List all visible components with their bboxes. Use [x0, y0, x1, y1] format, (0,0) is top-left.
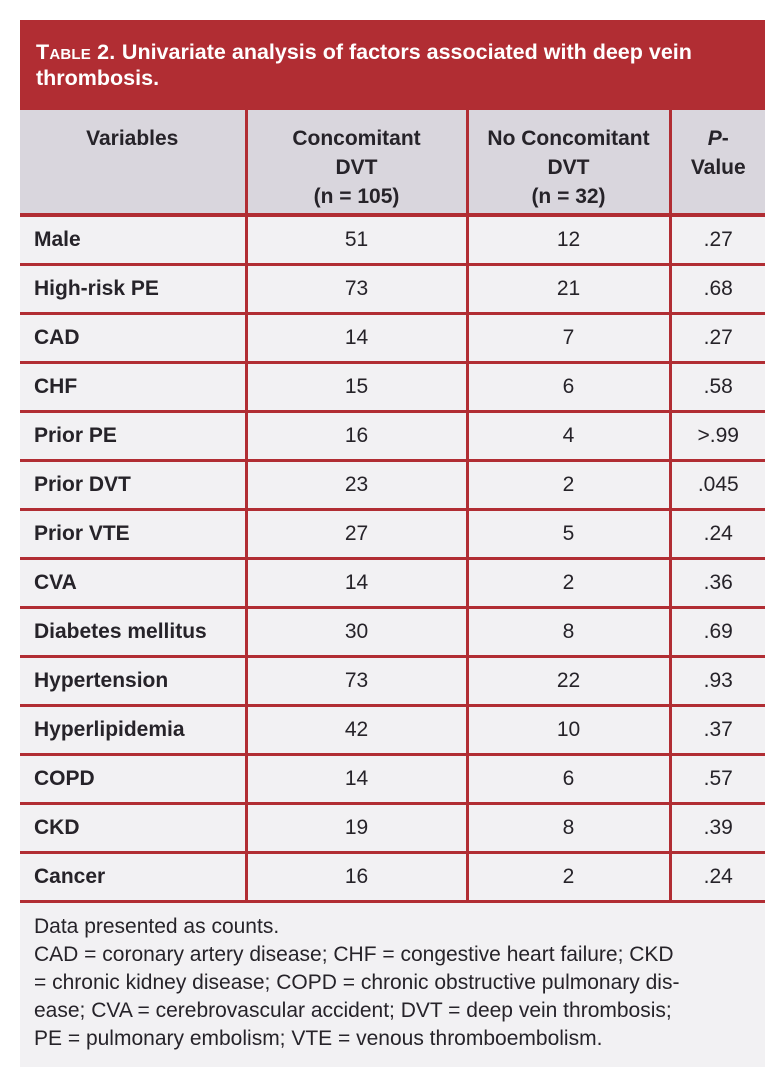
row-p-value: >.99	[668, 410, 765, 461]
row-concomitant-count: 15	[244, 361, 467, 412]
row-variable: High-risk PE	[20, 263, 246, 314]
row-concomitant-count: 14	[244, 753, 467, 804]
row-concomitant-count: 51	[244, 213, 467, 265]
table-row: Diabetes mellitus 30 8 .69	[20, 606, 765, 657]
row-no-concomitant-count: 7	[465, 312, 670, 363]
row-no-concomitant-count: 2	[465, 851, 670, 903]
table-row: Prior DVT 23 2 .045	[20, 459, 765, 510]
footnote-line: PE = pulmonary embolism; VTE = venous th…	[34, 1027, 603, 1050]
row-concomitant-count: 14	[244, 312, 467, 363]
row-variable: Prior PE	[20, 410, 246, 461]
row-variable: Male	[20, 213, 246, 265]
row-no-concomitant-count: 6	[465, 753, 670, 804]
row-variable: CVA	[20, 557, 246, 608]
table-row: Male 51 12 .27	[20, 213, 765, 265]
table-row: Hyperlipidemia 42 10 .37	[20, 704, 765, 755]
row-concomitant-count: 23	[244, 459, 467, 510]
row-no-concomitant-count: 2	[465, 557, 670, 608]
row-no-concomitant-count: 4	[465, 410, 670, 461]
row-no-concomitant-count: 12	[465, 213, 670, 265]
row-variable: Cancer	[20, 851, 246, 903]
footnote-line: CAD = coronary artery disease; CHF = con…	[34, 943, 674, 966]
header-no-concomitant-dvt: No Concomitant DVT (n = 32)	[465, 110, 670, 217]
table-header: Variables Concomitant DVT (n = 105) No C…	[20, 110, 765, 217]
row-no-concomitant-count: 6	[465, 361, 670, 412]
header-concomitant-dvt: Concomitant DVT (n = 105)	[244, 110, 467, 217]
table-row: High-risk PE 73 21 .68	[20, 263, 765, 314]
table-footnotes: Data presented as counts. CAD = coronary…	[20, 903, 765, 1067]
row-concomitant-count: 73	[244, 263, 467, 314]
row-variable: COPD	[20, 753, 246, 804]
row-p-value: .045	[668, 459, 765, 510]
row-no-concomitant-count: 2	[465, 459, 670, 510]
row-variable: CAD	[20, 312, 246, 363]
row-variable: Hypertension	[20, 655, 246, 706]
row-p-value: .37	[668, 704, 765, 755]
header-p-value: P- Value	[668, 110, 765, 217]
table-row: CAD 14 7 .27	[20, 312, 765, 363]
row-variable: CHF	[20, 361, 246, 412]
row-p-value: .58	[668, 361, 765, 412]
row-p-value: .57	[668, 753, 765, 804]
table-number-label: Table 2.	[36, 40, 116, 64]
table-row: Prior VTE 27 5 .24	[20, 508, 765, 559]
header-row: Variables Concomitant DVT (n = 105) No C…	[20, 110, 765, 217]
row-p-value: .39	[668, 802, 765, 853]
row-no-concomitant-count: 8	[465, 606, 670, 657]
row-p-value: .69	[668, 606, 765, 657]
row-no-concomitant-count: 21	[465, 263, 670, 314]
table-title-text: Univariate analysis of factors associate…	[36, 40, 692, 90]
row-p-value: .27	[668, 213, 765, 265]
univariate-analysis-table: Variables Concomitant DVT (n = 105) No C…	[20, 110, 765, 903]
row-no-concomitant-count: 10	[465, 704, 670, 755]
row-variable: Hyperlipidemia	[20, 704, 246, 755]
row-concomitant-count: 16	[244, 851, 467, 903]
footnote-line: ease; CVA = cerebrovascular accident; DV…	[34, 999, 672, 1022]
row-no-concomitant-count: 8	[465, 802, 670, 853]
row-p-value: .68	[668, 263, 765, 314]
table-title-banner: Table 2. Univariate analysis of factors a…	[20, 20, 765, 110]
footnote-line: = chronic kidney disease; COPD = chronic…	[34, 971, 680, 994]
footnote-line: Data presented as counts.	[34, 915, 280, 938]
table-2-card: Table 2. Univariate analysis of factors a…	[20, 20, 765, 1067]
header-variables: Variables	[20, 110, 246, 217]
table-title: Table 2. Univariate analysis of factors a…	[36, 39, 749, 91]
row-variable: Prior DVT	[20, 459, 246, 510]
row-concomitant-count: 16	[244, 410, 467, 461]
row-concomitant-count: 73	[244, 655, 467, 706]
row-variable: CKD	[20, 802, 246, 853]
row-variable: Diabetes mellitus	[20, 606, 246, 657]
row-no-concomitant-count: 5	[465, 508, 670, 559]
row-concomitant-count: 42	[244, 704, 467, 755]
table-row: Hypertension 73 22 .93	[20, 655, 765, 706]
table-row: CHF 15 6 .58	[20, 361, 765, 412]
row-concomitant-count: 30	[244, 606, 467, 657]
table-row: CVA 14 2 .36	[20, 557, 765, 608]
row-variable: Prior VTE	[20, 508, 246, 559]
row-p-value: .24	[668, 851, 765, 903]
table-row: COPD 14 6 .57	[20, 753, 765, 804]
table-row: Prior PE 16 4 >.99	[20, 410, 765, 461]
row-p-value: .93	[668, 655, 765, 706]
table-row: CKD 19 8 .39	[20, 802, 765, 853]
row-p-value: .24	[668, 508, 765, 559]
table-row: Cancer 16 2 .24	[20, 851, 765, 903]
row-concomitant-count: 19	[244, 802, 467, 853]
row-concomitant-count: 14	[244, 557, 467, 608]
table-body: Male 51 12 .27 High-risk PE 73 21 .68 CA…	[20, 213, 765, 903]
row-no-concomitant-count: 22	[465, 655, 670, 706]
row-p-value: .27	[668, 312, 765, 363]
row-p-value: .36	[668, 557, 765, 608]
row-concomitant-count: 27	[244, 508, 467, 559]
